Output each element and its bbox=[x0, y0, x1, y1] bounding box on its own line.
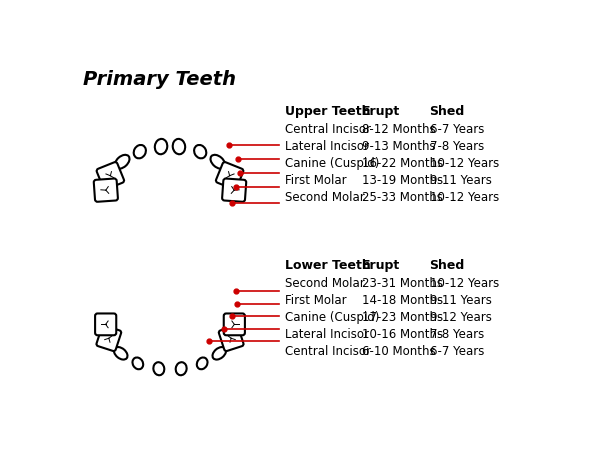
FancyBboxPatch shape bbox=[95, 313, 116, 335]
Ellipse shape bbox=[153, 362, 164, 375]
Text: First Molar: First Molar bbox=[285, 294, 346, 307]
Text: 9-13 Months: 9-13 Months bbox=[362, 140, 436, 153]
Text: Primary Teeth: Primary Teeth bbox=[83, 70, 236, 89]
Ellipse shape bbox=[134, 145, 146, 158]
Text: 6-7 Years: 6-7 Years bbox=[429, 345, 484, 358]
Ellipse shape bbox=[211, 155, 225, 169]
Text: 6-10 Months: 6-10 Months bbox=[362, 345, 436, 358]
Text: 7-8 Years: 7-8 Years bbox=[429, 140, 484, 153]
Text: Erupt: Erupt bbox=[362, 105, 400, 118]
Text: Lateral Incisor: Lateral Incisor bbox=[285, 328, 369, 341]
Text: 25-33 Months: 25-33 Months bbox=[362, 191, 443, 204]
FancyBboxPatch shape bbox=[97, 325, 121, 351]
Text: Upper Teeth: Upper Teeth bbox=[285, 105, 370, 118]
FancyBboxPatch shape bbox=[224, 313, 245, 335]
Text: Canine (Cuspid): Canine (Cuspid) bbox=[285, 157, 379, 170]
Ellipse shape bbox=[197, 358, 208, 369]
Text: Second Molar: Second Molar bbox=[285, 277, 365, 290]
Text: Central Incisor: Central Incisor bbox=[285, 345, 371, 358]
Text: 8-12 Months: 8-12 Months bbox=[362, 123, 436, 136]
FancyBboxPatch shape bbox=[94, 179, 118, 202]
Text: 14-18 Months: 14-18 Months bbox=[362, 294, 444, 307]
Ellipse shape bbox=[176, 362, 187, 375]
Text: 23-31 Months: 23-31 Months bbox=[362, 277, 443, 290]
Text: 13-19 Months: 13-19 Months bbox=[362, 174, 444, 187]
Text: 9-12 Years: 9-12 Years bbox=[429, 311, 492, 324]
FancyBboxPatch shape bbox=[97, 162, 124, 189]
Ellipse shape bbox=[132, 358, 143, 369]
FancyBboxPatch shape bbox=[222, 179, 246, 202]
Text: Second Molar: Second Molar bbox=[285, 191, 365, 204]
Text: Shed: Shed bbox=[429, 259, 465, 272]
Text: Central Incisor: Central Incisor bbox=[285, 123, 371, 136]
Ellipse shape bbox=[194, 145, 206, 158]
Text: 10-12 Years: 10-12 Years bbox=[429, 277, 499, 290]
FancyBboxPatch shape bbox=[216, 162, 243, 189]
Text: 10-16 Months: 10-16 Months bbox=[362, 328, 444, 341]
Text: Lower Teeth: Lower Teeth bbox=[285, 259, 370, 272]
Ellipse shape bbox=[155, 139, 168, 154]
Text: Canine (Cuspid): Canine (Cuspid) bbox=[285, 311, 379, 324]
Ellipse shape bbox=[114, 347, 128, 360]
Ellipse shape bbox=[172, 139, 185, 154]
Text: 16-22 Months: 16-22 Months bbox=[362, 157, 444, 170]
Ellipse shape bbox=[213, 347, 226, 360]
Text: Erupt: Erupt bbox=[362, 259, 400, 272]
Text: 10-12 Years: 10-12 Years bbox=[429, 157, 499, 170]
Text: 6-7 Years: 6-7 Years bbox=[429, 123, 484, 136]
Text: 9-11 Years: 9-11 Years bbox=[429, 174, 492, 187]
Text: Lateral Incisor: Lateral Incisor bbox=[285, 140, 369, 153]
Text: 7-8 Years: 7-8 Years bbox=[429, 328, 484, 341]
Ellipse shape bbox=[115, 155, 129, 169]
Text: 17-23 Months: 17-23 Months bbox=[362, 311, 444, 324]
Text: 9-11 Years: 9-11 Years bbox=[429, 294, 492, 307]
Text: Shed: Shed bbox=[429, 105, 465, 118]
FancyBboxPatch shape bbox=[219, 325, 243, 351]
Text: First Molar: First Molar bbox=[285, 174, 346, 187]
Text: 10-12 Years: 10-12 Years bbox=[429, 191, 499, 204]
